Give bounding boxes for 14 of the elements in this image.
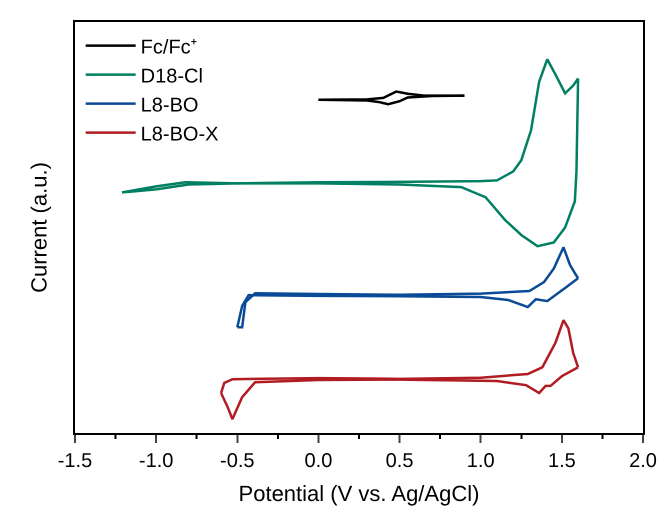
x-tick-label: 0.5 <box>386 450 414 472</box>
legend-label: D18-Cl <box>140 65 203 88</box>
x-tick-label: -0.5 <box>220 450 255 472</box>
x-tick-label: 1.0 <box>466 450 495 472</box>
y-axis-title: Current (a.u.) <box>26 162 52 293</box>
x-tick-label: -1.0 <box>138 450 174 472</box>
legend-label: L8-BO-X <box>140 123 218 146</box>
legend-label: L8-BO <box>140 94 198 116</box>
legend-label: Fc/Fc⁺ <box>140 36 198 58</box>
x-tick-label: 0.0 <box>304 450 332 472</box>
x-tick-label: 2.0 <box>629 450 657 472</box>
x-tick-label: -1.5 <box>58 450 92 472</box>
x-axis-title: Potential (V vs. Ag/AgCl) <box>238 481 480 506</box>
x-tick-label: 1.5 <box>548 450 576 472</box>
